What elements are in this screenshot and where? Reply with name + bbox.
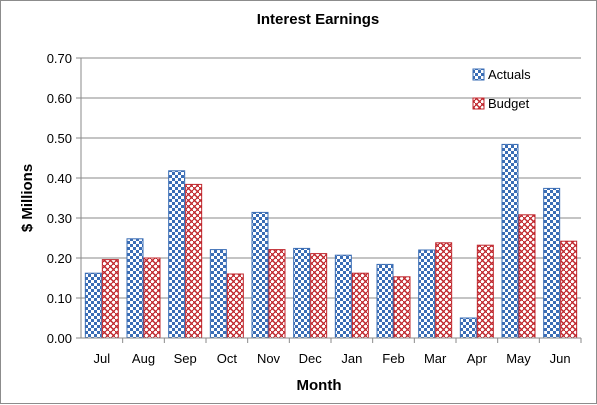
x-tick-label: Oct bbox=[217, 351, 238, 366]
bar-budget-jun bbox=[560, 240, 578, 339]
bar-budget-sep bbox=[185, 183, 203, 339]
bars bbox=[84, 143, 578, 339]
bar-actuals-apr bbox=[459, 317, 477, 339]
axes: 0.00 0.10 0.20 0.30 0.40 0.50 0.60 0.70 Jul Aug Se… bbox=[47, 51, 582, 366]
bar-budget-nov bbox=[268, 249, 286, 339]
bar-budget-jul bbox=[101, 259, 119, 339]
y-tick-label: 0.50 bbox=[47, 131, 72, 146]
bar-actuals-oct bbox=[209, 249, 227, 339]
x-tick-label: Jun bbox=[550, 351, 571, 366]
x-tick-label: Aug bbox=[132, 351, 155, 366]
legend-swatch-actuals bbox=[472, 68, 485, 81]
bar-actuals-feb bbox=[376, 263, 394, 339]
bar-budget-jan bbox=[351, 272, 369, 339]
y-tick-label: 0.10 bbox=[47, 291, 72, 306]
x-tick-label: Jul bbox=[94, 351, 111, 366]
bar-actuals-dec bbox=[293, 247, 311, 339]
bar-actuals-sep bbox=[168, 170, 186, 339]
x-tick-label: Mar bbox=[424, 351, 447, 366]
chart-title: Interest Earnings bbox=[257, 11, 380, 28]
y-tick-label: 0.40 bbox=[47, 171, 72, 186]
bar-actuals-may bbox=[501, 143, 519, 339]
y-tick-label: 0.00 bbox=[47, 331, 72, 346]
bar-actuals-nov bbox=[251, 211, 269, 339]
legend-label-budget: Budget bbox=[488, 96, 530, 111]
bar-budget-aug bbox=[143, 257, 161, 339]
x-tick-label: Feb bbox=[382, 351, 404, 366]
bar-budget-feb bbox=[393, 276, 411, 339]
x-tick-label: Apr bbox=[467, 351, 488, 366]
legend-swatch-budget bbox=[472, 97, 485, 110]
y-tick-label: 0.20 bbox=[47, 251, 72, 266]
bar-budget-mar bbox=[435, 242, 453, 339]
bar-actuals-jun bbox=[543, 187, 561, 339]
bar-actuals-jul bbox=[84, 272, 102, 339]
y-tick-label: 0.30 bbox=[47, 211, 72, 226]
y-tick-label: 0.60 bbox=[47, 91, 72, 106]
x-tick-label: Sep bbox=[174, 351, 197, 366]
bar-budget-apr bbox=[476, 244, 494, 339]
bar-budget-dec bbox=[310, 253, 328, 339]
x-axis-title: Month bbox=[297, 377, 342, 394]
x-tick-label: Nov bbox=[257, 351, 281, 366]
bar-budget-may bbox=[518, 214, 536, 339]
x-tick-label: May bbox=[506, 351, 531, 366]
bar-actuals-jan bbox=[334, 254, 352, 339]
y-axis-title: $ Millions bbox=[19, 164, 36, 232]
bar-budget-oct bbox=[226, 273, 244, 339]
bar-actuals-aug bbox=[126, 238, 144, 339]
legend-label-actuals: Actuals bbox=[488, 67, 531, 82]
legend: Actuals Budget bbox=[472, 67, 531, 111]
x-tick-label: Dec bbox=[299, 351, 323, 366]
x-tick-label: Jan bbox=[341, 351, 362, 366]
y-tick-label: 0.70 bbox=[47, 51, 72, 66]
grid bbox=[81, 57, 581, 299]
bar-actuals-mar bbox=[418, 249, 436, 339]
